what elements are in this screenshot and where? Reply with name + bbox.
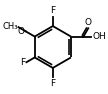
Text: F: F	[50, 6, 55, 15]
Text: F: F	[20, 58, 25, 67]
Text: OH: OH	[92, 32, 106, 41]
Text: O: O	[17, 27, 24, 36]
Text: F: F	[50, 79, 55, 88]
Text: CH₃: CH₃	[2, 22, 17, 31]
Text: O: O	[85, 18, 92, 27]
